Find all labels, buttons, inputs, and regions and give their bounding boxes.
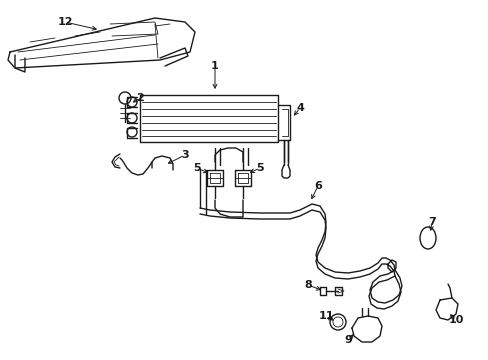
Circle shape — [119, 92, 131, 104]
Text: 8: 8 — [304, 280, 311, 290]
Text: 12: 12 — [57, 17, 73, 27]
Text: 5: 5 — [193, 163, 201, 173]
Text: 6: 6 — [313, 181, 321, 191]
Text: 9: 9 — [344, 335, 351, 345]
Text: 1: 1 — [211, 61, 219, 71]
Text: 5: 5 — [256, 163, 263, 173]
Text: 10: 10 — [447, 315, 463, 325]
Text: 7: 7 — [427, 217, 435, 227]
Text: 4: 4 — [295, 103, 304, 113]
Text: 2: 2 — [136, 93, 143, 103]
Text: 3: 3 — [181, 150, 188, 160]
Text: 11: 11 — [318, 311, 333, 321]
